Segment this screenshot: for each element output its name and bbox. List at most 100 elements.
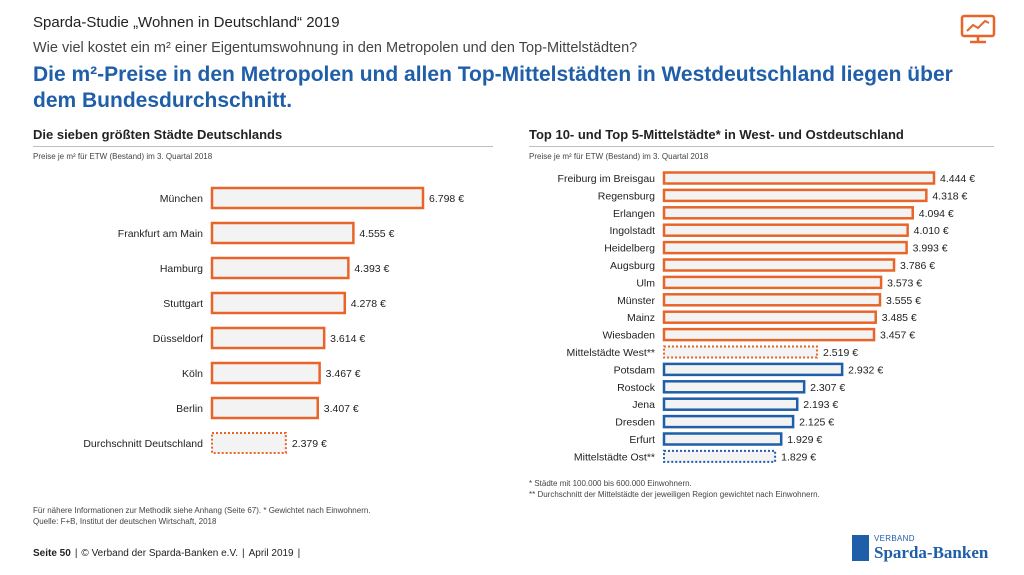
bar [210,326,326,350]
bar [662,362,844,377]
chart-title: Die sieben größten Städte Deutschlands [33,127,283,142]
bar [662,240,908,255]
bar [662,188,928,203]
report-title: Sparda-Studie „Wohnen in Deutschland“ 20… [33,14,340,31]
category-label: Freiburg im Breisgau [558,173,656,185]
value-label: 2.519 € [823,347,858,359]
chart-svg: Freiburg im Breisgau 4.444 € Regensburg 4.3… [558,171,975,463]
value-label: 6.798 € [429,193,464,205]
headline: Die m²-Preise in den Metropolen und alle… [33,63,953,112]
chart-subtitle: Preise je m² für ETW (Bestand) im 3. Qua… [33,152,213,161]
value-label: 1.829 € [781,451,816,463]
footnote-average: ** Durchschnitt der Mittelstädte der jew… [529,490,820,499]
bar [210,221,355,245]
category-label: Regensburg [598,190,655,202]
bar [211,432,287,454]
bar [210,256,350,280]
value-label: 4.393 € [354,263,389,275]
bar [662,258,896,272]
category-label: Düsseldorf [153,333,203,345]
bar [210,291,347,315]
value-label: 4.444 € [940,173,975,185]
bar [210,396,319,420]
value-label: 3.485 € [882,312,917,324]
bar [662,275,883,290]
category-label: Erfurt [629,434,655,446]
category-label: Dresden [615,417,655,429]
value-label: 4.094 € [919,208,954,220]
value-label: 4.278 € [351,298,386,310]
methodology-note: Für nähere Informationen zur Methodik si… [33,506,371,515]
chart-svg: München 6.798 € Frankfurt am Main 4.555 € Ha… [83,186,464,454]
category-label: Berlin [176,403,203,415]
value-label: 2.125 € [799,417,834,429]
value-label: 3.467 € [326,368,361,380]
value-label: 4.010 € [914,225,949,237]
bar [663,345,819,359]
category-label: Mainz [627,312,655,324]
chart-subtitle: Preise je m² für ETW (Bestand) im 3. Qua… [529,152,709,161]
bar [662,310,877,324]
value-label: 2.307 € [810,382,845,394]
value-label: 3.786 € [900,260,935,272]
chart-divider [33,146,493,147]
bar [662,223,909,237]
category-label: Erlangen [613,208,655,220]
brand-mark [852,535,869,561]
value-label: 3.614 € [330,333,365,345]
category-label: Ingolstadt [609,225,655,237]
category-label: Durchschnitt Deutschland [83,438,203,450]
category-label: Münster [617,295,655,307]
value-label: 3.993 € [913,243,948,255]
value-label: 2.379 € [292,438,327,450]
page-number: Seite 50 [33,548,71,559]
value-label: 2.932 € [848,364,883,376]
chart-presentation-icon [960,14,996,44]
chart-title: Top 10- und Top 5-Mittelstädte* in West-… [529,127,904,142]
brand-logo: VERBAND Sparda-Banken [852,531,1002,565]
chart-mid-cities: Top 10- und Top 5-Mittelstädte* in West-… [529,127,994,472]
bar [663,449,777,463]
value-label: 1.929 € [787,434,822,446]
chart-divider [529,146,994,147]
page-footer: Seite 50 | © Verband der Sparda-Banken e.V… [33,548,301,559]
category-label: Stuttgart [163,298,203,310]
bar [210,361,321,385]
brand-small-text: VERBAND [874,534,915,543]
category-label: Rostock [617,382,656,394]
value-label: 4.555 € [359,228,394,240]
bar [662,380,806,394]
chart-largest-cities: Die sieben größten Städte Deutschlands P… [33,127,493,467]
value-label: 2.193 € [803,399,838,411]
value-label: 3.573 € [887,277,922,289]
category-label: Frankfurt am Main [118,228,203,240]
footnote-cities: * Städte mit 100.000 bis 600.000 Einwohn… [529,479,692,488]
bar [662,171,936,185]
category-label: Heidelberg [604,243,655,255]
category-label: München [160,193,203,205]
category-label: Augsburg [610,260,655,272]
value-label: 3.407 € [324,403,359,415]
bar [210,186,425,210]
value-label: 4.318 € [932,190,967,202]
category-label: Ulm [636,277,655,289]
value-label: 3.555 € [886,295,921,307]
category-label: Jena [632,399,655,411]
category-label: Mittelstädte Ost** [574,451,655,463]
bar [662,397,799,411]
category-label: Mittelstädte West** [566,347,655,359]
bar [662,432,783,446]
footer-date: April 2019 [248,548,294,559]
category-label: Wiesbaden [602,330,655,342]
value-label: 3.457 € [880,330,915,342]
source-note: Quelle: F+B, Institut der deutschen Wirt… [33,517,217,526]
bar [662,293,882,307]
brand-name: Sparda-Banken [874,543,989,562]
footer-org: © Verband der Sparda-Banken e.V. [81,548,238,559]
category-label: Köln [182,368,203,380]
bar [662,414,795,429]
category-label: Hamburg [160,263,203,275]
category-label: Potsdam [614,364,656,376]
report-question: Wie viel kostet ein m² einer Eigentumswo… [33,40,638,56]
bar [662,206,914,220]
